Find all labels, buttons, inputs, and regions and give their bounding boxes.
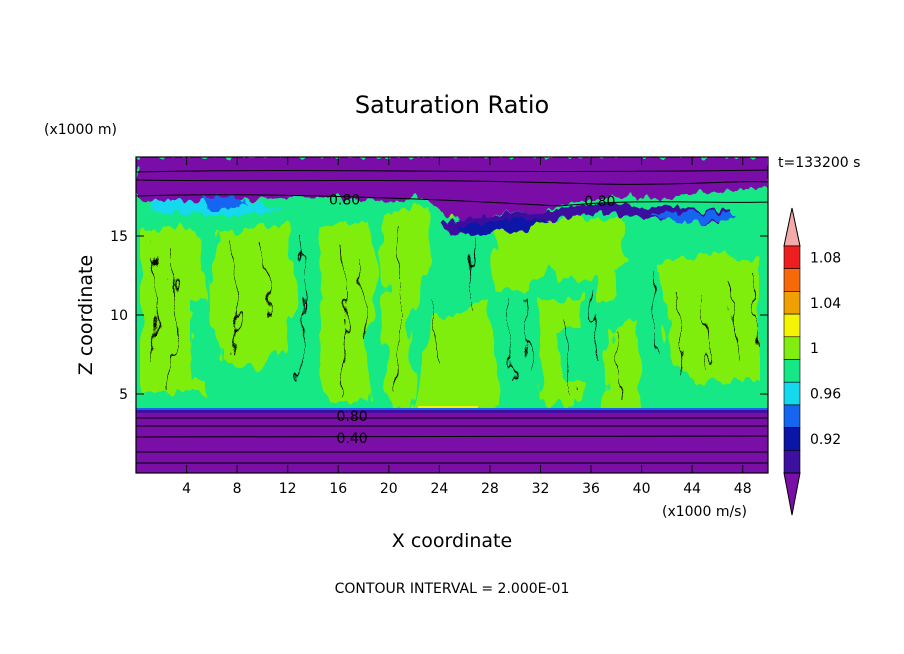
- colorbar-segment: [783, 427, 801, 451]
- x-axis-label: X coordinate: [392, 530, 512, 552]
- x-tick-label: 40: [633, 481, 651, 497]
- x-tick-label: 44: [683, 481, 701, 497]
- colorbar-label: 1: [810, 341, 819, 357]
- x-tick-label: 36: [582, 481, 600, 497]
- time-label: t=133200 s: [778, 155, 860, 171]
- green-speckle: [190, 240, 662, 382]
- colorbar-label: 1.04: [810, 296, 841, 312]
- x-tick-label: 24: [430, 481, 448, 497]
- y-units-label: (x1000 m): [44, 122, 117, 138]
- colorbar-extend-min: [783, 472, 801, 516]
- colorbar-segment: [783, 449, 801, 474]
- y-axis-label: Z coordinate: [75, 255, 97, 375]
- x-tick-label: 20: [380, 481, 398, 497]
- contour-lines: [136, 169, 768, 464]
- x-tick-label: 8: [233, 481, 242, 497]
- contour-label: 0.80: [329, 193, 360, 209]
- x-tick-label: 16: [329, 481, 347, 497]
- contour-label: 0.40: [337, 431, 368, 447]
- colorbar-segment: [783, 359, 801, 383]
- contour-label: 0.80: [337, 409, 368, 425]
- colorbar-segment: [783, 291, 801, 315]
- contour-interval-footer: CONTOUR INTERVAL = 2.000E-01: [335, 581, 570, 597]
- saturation-field: [136, 157, 768, 473]
- colorbar-segment: [783, 381, 801, 406]
- contour-label: 0.80: [584, 194, 615, 210]
- x-axis-ticks: 4 8 12 16 20 24 28 32 36 40 44 48: [182, 157, 752, 497]
- y-tick-label: 10: [110, 308, 128, 324]
- colorbar-segment: [783, 336, 801, 360]
- colorbar-label: 1.08: [810, 250, 841, 266]
- colorbar-segment: [783, 404, 801, 428]
- colorbar-extend-max: [783, 207, 801, 247]
- colorbar-label: 0.96: [810, 387, 841, 403]
- x-tick-label: 32: [532, 481, 550, 497]
- y-tick-label: 15: [110, 229, 128, 245]
- colorbar-segment: [783, 245, 801, 270]
- contour-labels: 0.80 0.80 0.80 0.40: [329, 193, 615, 448]
- colorbar-label: 0.92: [810, 432, 841, 448]
- cell-contours: [149, 225, 761, 401]
- x-tick-label: 28: [481, 481, 499, 497]
- upper-dry-layer: [136, 157, 768, 236]
- colorbar: 1.08 1.04 1 0.96 0.92: [783, 207, 841, 516]
- x-tick-label: 4: [182, 481, 191, 497]
- y-axis-ticks: 5 10 15: [110, 229, 768, 403]
- x-tick-label: 48: [734, 481, 752, 497]
- colorbar-segment: [783, 268, 801, 292]
- colorbar-segment: [783, 313, 801, 338]
- x-tick-label: 12: [279, 481, 297, 497]
- chart-title: Saturation Ratio: [355, 91, 549, 119]
- y-tick-label: 5: [119, 387, 128, 403]
- x-units-label: (x1000 m/s): [662, 504, 747, 520]
